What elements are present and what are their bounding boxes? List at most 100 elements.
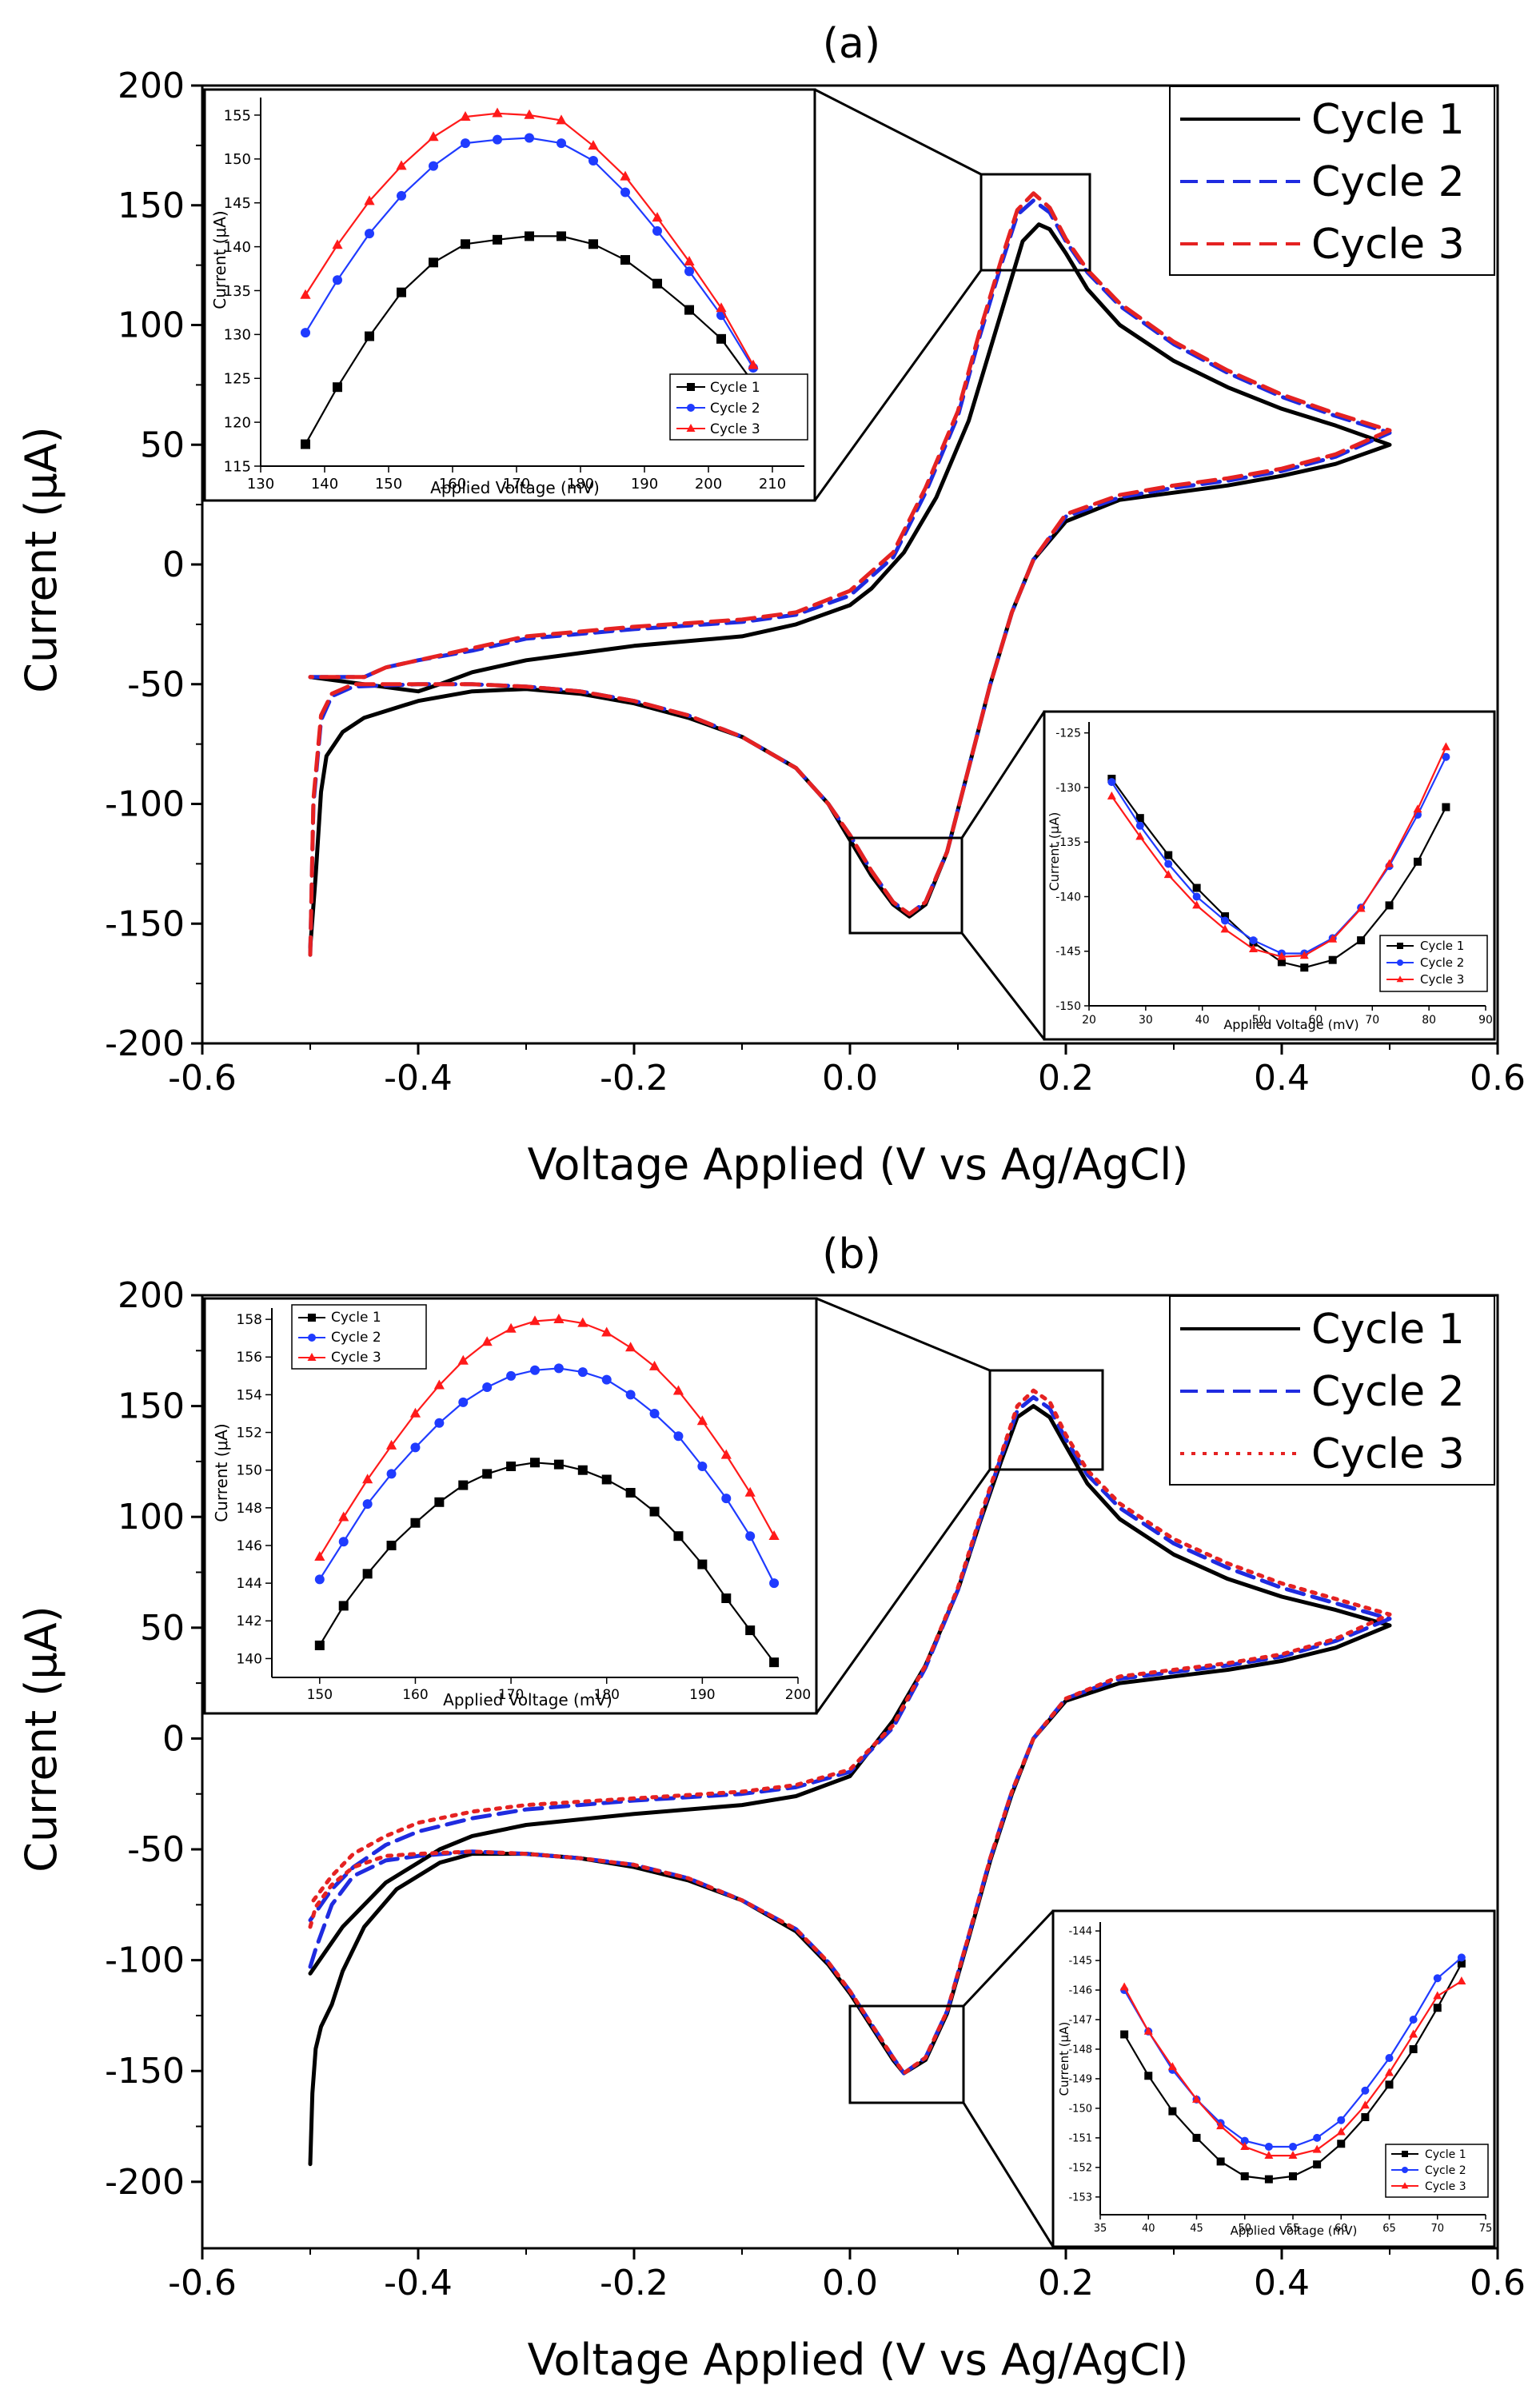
inset-point-cycle-3 <box>385 1439 397 1450</box>
y-tick-label: 200 <box>118 66 185 106</box>
inset-point-cycle-2 <box>745 1531 756 1542</box>
inset-point-cycle-3 <box>1299 951 1309 959</box>
inset-point-cycle-3 <box>768 1530 780 1541</box>
inset-point-cycle-1 <box>1361 2113 1370 2121</box>
inset-point-cycle-3 <box>625 1342 636 1352</box>
inset-x-tick-label: 170 <box>498 1687 524 1703</box>
inset-point-cycle-2 <box>769 1578 780 1589</box>
inset-point-cycle-3 <box>588 140 599 150</box>
inset-point-cycle-2 <box>1240 2136 1249 2145</box>
inset-point-cycle-3 <box>716 302 727 313</box>
inset-xlabel: Applied Voltage (mV) <box>430 478 600 497</box>
inset-legend-marker-cycle-3 <box>1396 975 1404 983</box>
inset-y-tick-label: 158 <box>237 1312 262 1328</box>
inset-y-tick-label: -145 <box>1055 946 1081 959</box>
inset-point-cycle-1 <box>1264 2175 1273 2184</box>
inset-y-tick-label: 115 <box>224 458 251 475</box>
inset-x-tick-label: 210 <box>759 476 786 493</box>
x-tick-label: 0.6 <box>1470 1058 1526 1099</box>
y-tick-label: -200 <box>105 2162 185 2203</box>
inset-legend-label: Cycle 1 <box>331 1310 381 1326</box>
x-tick-label: -0.6 <box>168 2263 237 2303</box>
y-tick-label: 150 <box>118 185 185 226</box>
y-tick-label: 0 <box>162 1718 185 1759</box>
inset-point-cycle-1 <box>1385 901 1394 910</box>
inset-x-tick-label: 180 <box>594 1687 620 1703</box>
inset-point-cycle-1 <box>1216 2157 1225 2166</box>
series-line-cycle-3 <box>308 191 1392 957</box>
inset-point-cycle-1 <box>769 1657 780 1668</box>
inset-x-tick-label: 60 <box>1335 2223 1348 2235</box>
series-line-cycle-1 <box>308 222 1392 950</box>
inset-point-cycle-3 <box>1328 934 1338 943</box>
y-tick-label: -200 <box>105 1023 185 1064</box>
x-tick-label: 0.2 <box>1038 2263 1094 2303</box>
inset-point-cycle-2 <box>333 275 342 285</box>
inset-point-cycle-3 <box>332 239 343 249</box>
panel-a-connector <box>960 932 1046 1040</box>
inset-y-tick-label: -145 <box>1068 1956 1092 1968</box>
inset-point-cycle-3 <box>1360 2100 1370 2109</box>
inset-axes: 130 140 150 160 170 180 190 200 210 115 120 125 130 1… <box>224 98 804 493</box>
inset-x-tick-label: 130 <box>247 476 274 493</box>
inset-point-cycle-2 <box>697 1462 708 1471</box>
x-tick-label: 0.6 <box>1470 2263 1526 2303</box>
inset-y-tick-label: 142 <box>237 1613 262 1629</box>
inset-y-tick-label: 155 <box>224 107 251 124</box>
inset-point-cycle-1 <box>553 1459 564 1470</box>
inset-point-cycle-3 <box>481 1336 493 1346</box>
inset-x-tick-label: 45 <box>1190 2223 1203 2235</box>
panel-a-plot-frame <box>201 84 1499 1045</box>
x-tick-label: 0.0 <box>822 1058 878 1099</box>
panel-b-inset-peak: Current (μA) Applied Voltage (mV) 150 160… <box>203 1297 818 1715</box>
inset-point-cycle-2 <box>1249 936 1258 945</box>
y-tick-label: -150 <box>105 2051 185 2092</box>
inset-x-tick-label: 140 <box>311 476 338 493</box>
inset-point-cycle-1 <box>530 1458 540 1468</box>
inset-x-tick-label: 190 <box>689 1687 715 1703</box>
inset-point-cycle-2 <box>362 1499 373 1510</box>
inset-point-cycle-2 <box>1385 2054 1394 2063</box>
inset-point-cycle-1 <box>716 333 726 344</box>
inset-point-cycle-1 <box>1168 2107 1177 2116</box>
inset-legend-label: Cycle 3 <box>331 1350 381 1366</box>
inset-x-tick-label: 200 <box>695 476 722 493</box>
panel-a-inset-valley: Current (μA) Applied Voltage (mV) 20 30 40… <box>1043 710 1496 1041</box>
inset-point-cycle-3 <box>314 1550 325 1561</box>
inset-point-cycle-2 <box>557 138 566 149</box>
inset-legend: Cycle 1 Cycle 2 Cycle 3 <box>291 1304 427 1370</box>
x-tick-label: -0.4 <box>384 1058 453 1099</box>
inset-point-cycle-1 <box>365 331 374 341</box>
legend-label-cycle-3: Cycle 3 <box>1311 221 1465 269</box>
panel-a-connector <box>814 88 982 176</box>
inset-point-cycle-1 <box>506 1462 517 1471</box>
inset-point-cycle-2 <box>525 133 534 143</box>
inset-point-cycle-2 <box>649 1409 660 1418</box>
inset-x-tick-label: 40 <box>1195 1014 1210 1027</box>
inset-legend-label: Cycle 2 <box>331 1330 381 1346</box>
y-tick-label: 150 <box>118 1386 185 1427</box>
inset-point-cycle-3 <box>1107 791 1116 800</box>
inset-y-tick-label: 148 <box>237 1501 262 1517</box>
inset-y-tick-label: 135 <box>224 283 251 300</box>
inset-point-cycle-1 <box>1357 936 1366 945</box>
inset-point-cycle-2 <box>1221 916 1230 925</box>
inset-point-cycle-1 <box>1240 2172 1249 2180</box>
inset-point-cycle-3 <box>1216 2121 1226 2130</box>
inset-point-cycle-3 <box>362 1474 373 1484</box>
inset-point-cycle-2 <box>673 1431 684 1442</box>
y-tick-label: 50 <box>140 1608 185 1649</box>
inset-point-cycle-2 <box>1313 2133 1322 2142</box>
inset-point-cycle-3 <box>620 170 631 181</box>
inset-point-cycle-1 <box>1164 851 1173 859</box>
inset-xlabel: Applied Voltage (mV) <box>1231 2224 1358 2238</box>
inset-y-tick-label: -148 <box>1068 2044 1092 2056</box>
inset-point-cycle-2 <box>1337 2116 1346 2124</box>
inset-y-tick-label: 145 <box>224 195 251 212</box>
panel-b-inset-valley: Current (μA) Applied Voltage (mV) 35 40 45… <box>1051 1909 1496 2248</box>
inset-point-cycle-3 <box>1167 2062 1177 2071</box>
inset-point-cycle-1 <box>649 1506 660 1517</box>
inset-point-cycle-3 <box>744 1486 756 1497</box>
inset-legend-marker-cycle-1 <box>687 383 695 391</box>
inset-x-tick-label: 55 <box>1287 2223 1300 2235</box>
